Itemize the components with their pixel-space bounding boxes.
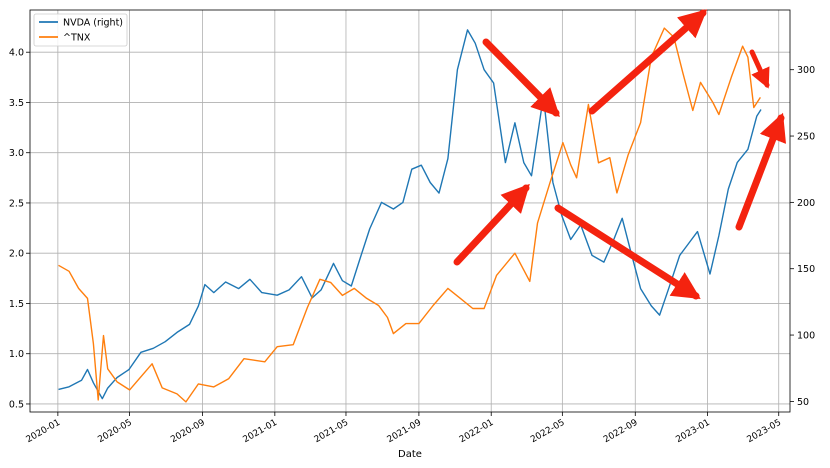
y-right-tick-label: 150 bbox=[797, 264, 815, 275]
x-tick-label: 2020-09 bbox=[169, 418, 207, 446]
x-tick-label: 2020-05 bbox=[96, 418, 134, 445]
x-tick-label: 2023-05 bbox=[745, 418, 783, 445]
annotation-arrow-down-right-2 bbox=[554, 204, 701, 300]
legend: NVDA (right) ^TNX bbox=[33, 13, 128, 47]
y-left-tick-label: 4.0 bbox=[9, 48, 24, 59]
y-left-tick-label: 3.5 bbox=[9, 98, 24, 109]
annotation-arrow-up-3 bbox=[735, 112, 787, 231]
y-left-tick-label: 3.0 bbox=[9, 148, 24, 159]
annotation-arrow-up-right-1 bbox=[453, 183, 530, 266]
series-line-tnx bbox=[58, 27, 761, 403]
y-right-tick-label: 250 bbox=[797, 132, 815, 143]
series-line-nvda bbox=[58, 29, 762, 400]
x-tick-label: 2022-05 bbox=[529, 418, 567, 445]
y-left-tick-label: 1.5 bbox=[9, 299, 24, 310]
x-tick-label: 2020-01 bbox=[25, 418, 63, 445]
x-tick-label: 2022-01 bbox=[458, 418, 496, 445]
annotation-arrow-down-small bbox=[749, 49, 770, 89]
y-left-tick-label: 2.5 bbox=[9, 198, 24, 209]
y-right-tick-label: 200 bbox=[797, 198, 815, 209]
x-tick-label: 2022-09 bbox=[602, 418, 640, 446]
legend-label-tnx: ^TNX bbox=[63, 33, 91, 44]
x-tick-label: 2021-09 bbox=[386, 418, 424, 446]
y-right-tick-label: 300 bbox=[797, 65, 815, 76]
legend-label-nvda: NVDA (right) bbox=[63, 18, 123, 29]
x-tick-label: 2021-05 bbox=[313, 418, 351, 445]
annotation-arrow-down-right-1 bbox=[482, 38, 560, 117]
x-axis-label: Date bbox=[398, 449, 422, 460]
y-left-tick-label: 1.0 bbox=[9, 349, 24, 360]
annotation-arrow-up-right-2 bbox=[588, 9, 708, 115]
plot-area bbox=[30, 10, 790, 412]
y-right-tick-label: 50 bbox=[797, 397, 809, 408]
x-tick-label: 2021-01 bbox=[242, 418, 280, 445]
plot-frame bbox=[29, 9, 791, 413]
annotation-arrows bbox=[453, 9, 787, 300]
y-left-tick-label: 0.5 bbox=[9, 399, 24, 410]
y-right-tick-label: 100 bbox=[797, 331, 815, 342]
x-tick-label: 2023-01 bbox=[674, 418, 712, 445]
y-left-tick-label: 2.0 bbox=[9, 249, 24, 260]
series-group bbox=[58, 27, 762, 403]
